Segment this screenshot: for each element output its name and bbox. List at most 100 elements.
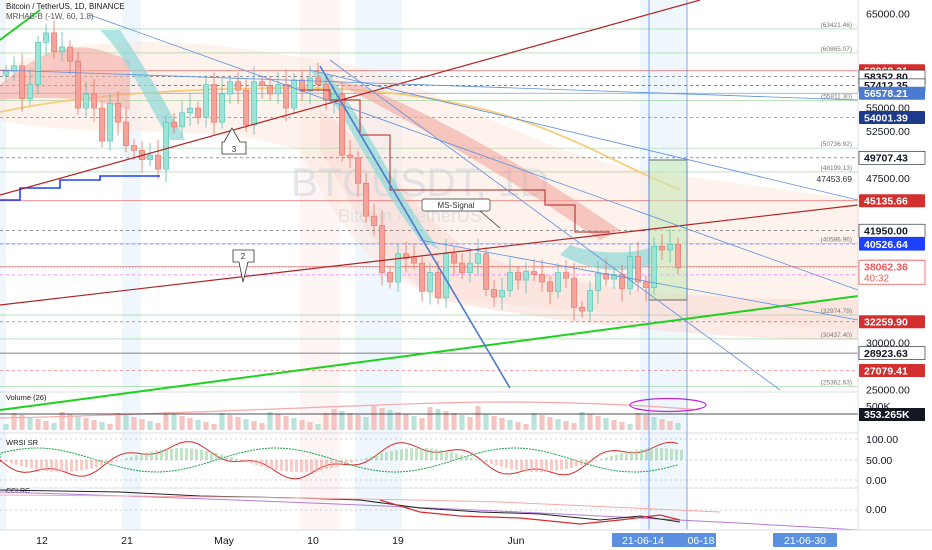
candle[interactable] bbox=[403, 253, 409, 259]
candle[interactable] bbox=[435, 272, 441, 299]
candle[interactable] bbox=[587, 290, 593, 312]
candle[interactable] bbox=[459, 262, 465, 273]
candle[interactable] bbox=[115, 103, 121, 123]
candle[interactable] bbox=[227, 81, 233, 95]
cci-pane[interactable]: CCI RC bbox=[0, 488, 859, 531]
candle[interactable] bbox=[259, 81, 265, 86]
price-label-tag[interactable] bbox=[858, 223, 926, 238]
candle[interactable] bbox=[651, 245, 657, 288]
annotation-callout[interactable] bbox=[221, 127, 247, 155]
candle[interactable] bbox=[371, 215, 377, 226]
candle[interactable] bbox=[555, 272, 561, 292]
candle[interactable] bbox=[147, 154, 153, 161]
candle[interactable] bbox=[499, 290, 505, 298]
candle[interactable] bbox=[643, 281, 649, 288]
candle[interactable] bbox=[667, 244, 673, 251]
candle[interactable] bbox=[11, 65, 17, 72]
candle[interactable] bbox=[19, 65, 25, 99]
wrsi-pane[interactable]: WRSI SR bbox=[0, 438, 858, 481]
price-axis[interactable]: 65000.0055000.0052500.0047500.0030000.00… bbox=[857, 0, 932, 530]
ms-signal-box[interactable] bbox=[421, 198, 491, 212]
candle[interactable] bbox=[91, 93, 97, 109]
candle[interactable] bbox=[307, 77, 313, 92]
time-highlight-range[interactable] bbox=[612, 533, 686, 547]
candle[interactable] bbox=[507, 272, 513, 291]
candle[interactable] bbox=[203, 84, 209, 118]
candle[interactable] bbox=[275, 84, 281, 95]
candle[interactable] bbox=[347, 154, 353, 159]
candle[interactable] bbox=[83, 93, 89, 109]
candle[interactable] bbox=[475, 253, 481, 264]
candle[interactable] bbox=[267, 85, 273, 95]
candle[interactable] bbox=[523, 271, 529, 281]
time-highlight-range[interactable] bbox=[686, 533, 716, 547]
candle[interactable] bbox=[283, 84, 289, 109]
candle[interactable] bbox=[291, 79, 297, 109]
candle[interactable] bbox=[67, 46, 73, 62]
price-label-tag[interactable] bbox=[859, 110, 925, 124]
candle[interactable] bbox=[243, 89, 249, 126]
candle[interactable] bbox=[547, 281, 553, 292]
candle[interactable] bbox=[323, 84, 329, 101]
candle[interactable] bbox=[299, 79, 305, 92]
candle[interactable] bbox=[235, 81, 241, 91]
candle[interactable] bbox=[611, 274, 617, 280]
candle[interactable] bbox=[411, 258, 417, 264]
current-price-tag[interactable] bbox=[858, 259, 926, 285]
candle[interactable] bbox=[3, 71, 9, 76]
price-label-tag[interactable] bbox=[858, 346, 926, 360]
candle[interactable] bbox=[563, 272, 569, 279]
candle[interactable] bbox=[187, 107, 193, 114]
annotation-callout[interactable] bbox=[232, 249, 255, 283]
candle[interactable] bbox=[379, 225, 385, 273]
candle[interactable] bbox=[531, 271, 537, 275]
candle[interactable] bbox=[659, 245, 665, 251]
candle[interactable] bbox=[195, 107, 201, 118]
candle[interactable] bbox=[579, 307, 585, 312]
candle[interactable] bbox=[627, 256, 633, 289]
price-label-tag[interactable] bbox=[859, 237, 925, 251]
candle[interactable] bbox=[331, 93, 337, 101]
candle[interactable] bbox=[99, 107, 105, 142]
candle[interactable] bbox=[571, 277, 577, 308]
candle[interactable] bbox=[603, 273, 609, 280]
candle[interactable] bbox=[387, 272, 393, 283]
candle[interactable] bbox=[155, 154, 161, 170]
candle[interactable] bbox=[251, 81, 257, 126]
volume-highlight[interactable] bbox=[629, 397, 707, 413]
candle[interactable] bbox=[131, 145, 137, 151]
candle[interactable] bbox=[211, 84, 217, 123]
price-label-tag[interactable] bbox=[859, 194, 925, 208]
candle[interactable] bbox=[179, 112, 185, 128]
candle[interactable] bbox=[483, 253, 489, 290]
candle[interactable] bbox=[451, 253, 457, 264]
candle[interactable] bbox=[675, 244, 681, 269]
price-label-tag[interactable] bbox=[859, 315, 925, 329]
volume-pane[interactable]: Volume (26) bbox=[0, 393, 858, 430]
candle[interactable] bbox=[163, 121, 169, 170]
candle[interactable] bbox=[363, 182, 369, 217]
candle[interactable] bbox=[355, 157, 361, 184]
price-label-tag[interactable] bbox=[859, 86, 925, 100]
candle[interactable] bbox=[515, 272, 521, 281]
candle[interactable] bbox=[427, 272, 433, 292]
candle[interactable] bbox=[395, 253, 401, 283]
candle[interactable] bbox=[419, 262, 425, 292]
candle[interactable] bbox=[35, 41, 41, 85]
candle[interactable] bbox=[43, 32, 49, 43]
candle[interactable] bbox=[75, 60, 81, 109]
candle[interactable] bbox=[491, 289, 497, 298]
price-label-tag[interactable] bbox=[859, 363, 925, 377]
candle[interactable] bbox=[595, 273, 601, 291]
candle[interactable] bbox=[123, 121, 129, 146]
price-pane[interactable]: (63421.46) (60865.07) (55811.30) (50736.92)… bbox=[0, 0, 859, 530]
time-highlight-range[interactable] bbox=[773, 533, 837, 547]
candle[interactable] bbox=[539, 274, 545, 283]
candle[interactable] bbox=[219, 93, 225, 123]
price-label-tag[interactable] bbox=[858, 151, 926, 165]
candle[interactable] bbox=[51, 32, 57, 52]
candle[interactable] bbox=[107, 103, 113, 142]
candle[interactable] bbox=[27, 84, 33, 99]
